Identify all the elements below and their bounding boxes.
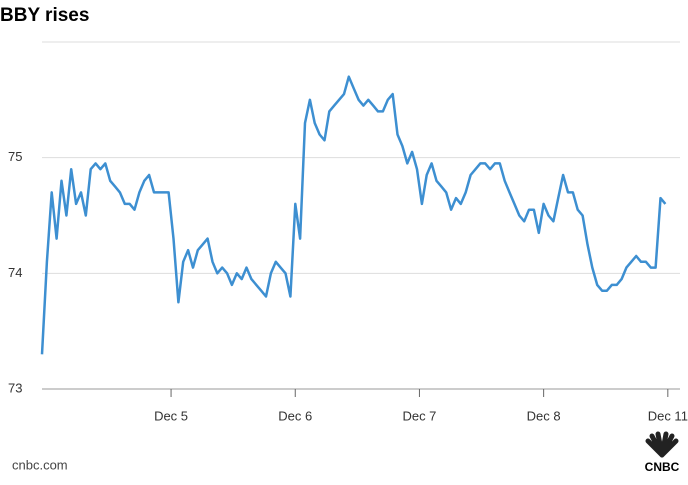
source: cnbc.com [12, 457, 68, 472]
chart-title: BBY rises [0, 5, 89, 26]
price-line [40, 75, 667, 355]
x-tick-label: Dec 5 [154, 408, 188, 423]
y-tick-label: 75 [8, 149, 22, 164]
x-tick-label: Dec 7 [402, 408, 436, 423]
x-tick-label: Dec 11 [648, 408, 688, 423]
logo-text: CNBC [645, 460, 680, 474]
y-tick-label: 74 [8, 265, 22, 280]
logo: CNBC [645, 431, 680, 474]
y-tick-label: 73 [8, 380, 22, 395]
x-tick-label: Dec 8 [527, 408, 561, 423]
x-tick-label: Dec 6 [278, 408, 312, 423]
